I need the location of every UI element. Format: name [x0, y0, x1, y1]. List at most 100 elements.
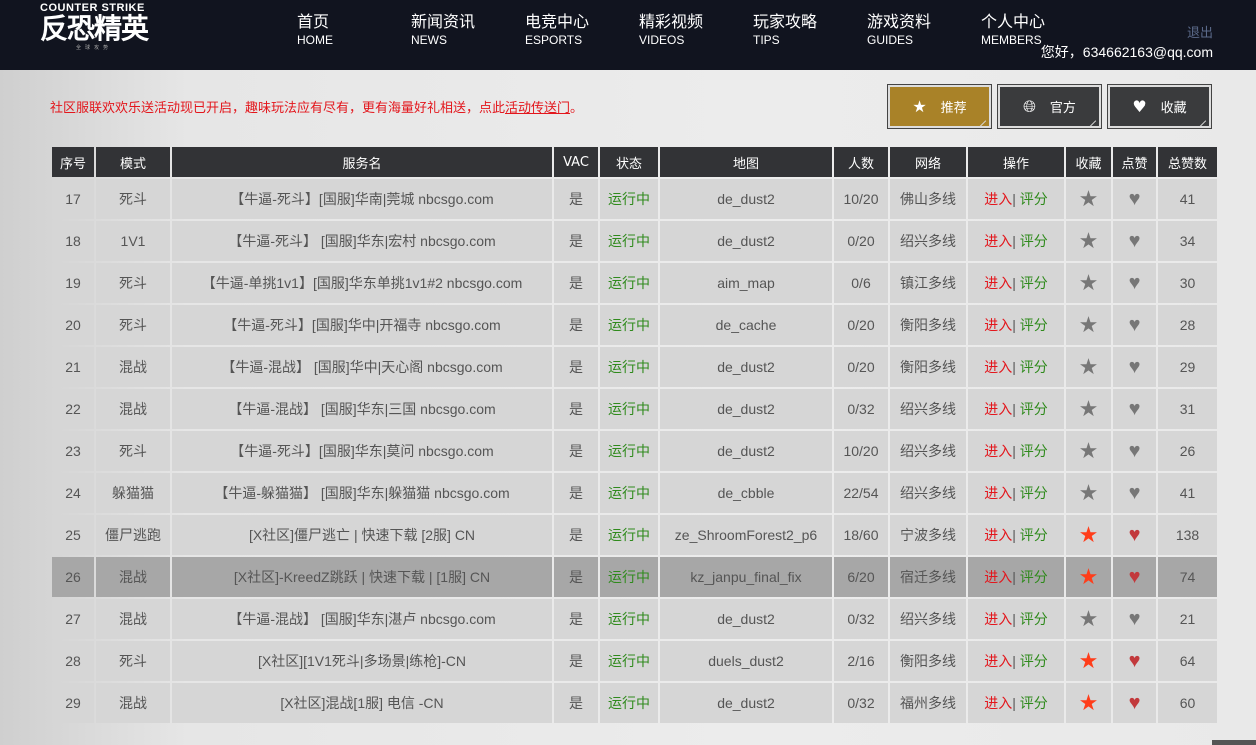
table-row[interactable]: 19 死斗 【牛逼-单挑1v1】[国服]华东单挑1v1#2 nbcsgo.com… [52, 263, 1217, 303]
nav-item-home[interactable]: 首页 HOME [297, 12, 333, 47]
enter-link[interactable]: 进入 [984, 569, 1013, 585]
star-icon[interactable]: ★ [1078, 648, 1099, 673]
star-icon[interactable]: ★ [1078, 396, 1099, 421]
total-likes: 31 [1158, 389, 1217, 429]
total-likes: 138 [1158, 515, 1217, 555]
top-bar: COUNTER STRIKE 反恐精英 全球攻势 首页 HOME 新闻资讯 NEWS 电… [0, 0, 1256, 70]
table-row[interactable]: 24 躲猫猫 【牛逼-躲猫猫】 [国服]华东|躲猫猫 nbcsgo.com 是 … [52, 473, 1217, 513]
enter-link[interactable]: 进入 [984, 401, 1013, 417]
heart-icon[interactable]: ♥ [1128, 439, 1141, 462]
table-row[interactable]: 27 混战 【牛逼-混战】 [国服]华东|湛卢 nbcsgo.com 是 运行中… [52, 599, 1217, 639]
nav-item-members[interactable]: 个人中心 MEMBERS [981, 12, 1046, 47]
favorite-cell: ★ [1066, 473, 1111, 513]
heart-icon[interactable]: ♥ [1128, 649, 1141, 672]
mode: 混战 [96, 389, 170, 429]
star-icon[interactable]: ★ [1078, 606, 1099, 631]
rate-link[interactable]: 评分 [1019, 485, 1048, 501]
scrollbar[interactable] [1212, 740, 1256, 745]
enter-link[interactable]: 进入 [984, 443, 1013, 459]
vac: 是 [554, 431, 598, 471]
network: 绍兴多线 [890, 389, 966, 429]
status: 运行中 [600, 179, 658, 219]
enter-link[interactable]: 进入 [984, 275, 1013, 291]
heart-icon[interactable]: ♥ [1128, 187, 1141, 210]
table-row[interactable]: 18 1V1 【牛逼-死斗】 [国服]华东|宏村 nbcsgo.com 是 运行… [52, 221, 1217, 261]
rate-link[interactable]: 评分 [1019, 191, 1048, 207]
star-icon[interactable]: ★ [1078, 522, 1099, 547]
enter-link[interactable]: 进入 [984, 317, 1013, 333]
heart-icon[interactable]: ♥ [1128, 271, 1141, 294]
status: 运行中 [600, 221, 658, 261]
table-row[interactable]: 20 死斗 【牛逼-死斗】[国服]华中|开福寺 nbcsgo.com 是 运行中… [52, 305, 1217, 345]
table-row[interactable]: 28 死斗 [X社区][1V1死斗|多场景|练枪]-CN 是 运行中 duels… [52, 641, 1217, 681]
heart-icon[interactable]: ♥ [1128, 313, 1141, 336]
enter-link[interactable]: 进入 [984, 359, 1013, 375]
nav-item-tips[interactable]: 玩家攻略 TIPS [753, 12, 818, 47]
rate-link[interactable]: 评分 [1019, 401, 1048, 417]
heart-icon[interactable]: ♥ [1128, 229, 1141, 252]
server-name: 【牛逼-死斗】[国服]华东|莫问 nbcsgo.com [172, 431, 552, 471]
nav-item-videos[interactable]: 精彩视频 VIDEOS [639, 12, 704, 47]
status: 运行中 [600, 347, 658, 387]
heart-icon[interactable]: ♥ [1128, 565, 1141, 588]
column-header: 服务名 [172, 147, 552, 177]
heart-icon[interactable]: ♥ [1128, 481, 1141, 504]
star-icon[interactable]: ★ [1078, 270, 1099, 295]
row-number: 20 [52, 305, 94, 345]
nav-item-esports[interactable]: 电竞中心 ESPORTS [525, 12, 590, 47]
like-cell: ♥ [1113, 515, 1156, 555]
star-icon[interactable]: ★ [1078, 312, 1099, 337]
logout-link[interactable]: 退出 [1186, 26, 1213, 41]
star-icon[interactable]: ★ [1078, 690, 1099, 715]
rate-link[interactable]: 评分 [1019, 527, 1048, 543]
heart-icon[interactable]: ♥ [1128, 607, 1141, 630]
enter-link[interactable]: 进入 [984, 233, 1013, 249]
star-icon[interactable]: ★ [1078, 354, 1099, 379]
star-icon[interactable]: ★ [1078, 564, 1099, 589]
recommend-button[interactable]: ★ 推荐 [887, 84, 992, 129]
table-row[interactable]: 22 混战 【牛逼-混战】 [国服]华东|三国 nbcsgo.com 是 运行中… [52, 389, 1217, 429]
rate-link[interactable]: 评分 [1019, 569, 1048, 585]
rate-link[interactable]: 评分 [1019, 233, 1048, 249]
favorites-button[interactable]: ♥ 收藏 [1107, 84, 1212, 129]
rate-link[interactable]: 评分 [1019, 317, 1048, 333]
rate-link[interactable]: 评分 [1019, 653, 1048, 669]
star-icon[interactable]: ★ [1078, 438, 1099, 463]
rate-link[interactable]: 评分 [1019, 611, 1048, 627]
star-icon[interactable]: ★ [1078, 186, 1099, 211]
logo[interactable]: COUNTER STRIKE 反恐精英 全球攻势 [40, 2, 149, 51]
table-row[interactable]: 26 混战 [X社区]-KreedZ跳跃 | 快速下载 | [1服] CN 是 … [52, 557, 1217, 597]
heart-icon[interactable]: ♥ [1128, 355, 1141, 378]
column-header: 序号 [52, 147, 94, 177]
heart-icon[interactable]: ♥ [1128, 523, 1141, 546]
official-button[interactable]: 🌐︎ 官方 [997, 84, 1102, 129]
nav-item-news[interactable]: 新闻资讯 NEWS [411, 12, 476, 47]
map: de_dust2 [660, 221, 832, 261]
table-row[interactable]: 25 僵尸逃跑 [X社区]僵尸逃亡 | 快速下载 [2服] CN 是 运行中 z… [52, 515, 1217, 555]
favorite-cell: ★ [1066, 305, 1111, 345]
server-name: 【牛逼-混战】 [国服]华中|天心阁 nbcsgo.com [172, 347, 552, 387]
table-row[interactable]: 21 混战 【牛逼-混战】 [国服]华中|天心阁 nbcsgo.com 是 运行… [52, 347, 1217, 387]
network: 衡阳多线 [890, 305, 966, 345]
heart-icon: ♥ [1132, 97, 1147, 116]
heart-icon[interactable]: ♥ [1128, 397, 1141, 420]
star-icon[interactable]: ★ [1078, 228, 1099, 253]
star-icon[interactable]: ★ [1078, 480, 1099, 505]
players: 0/20 [834, 305, 888, 345]
enter-link[interactable]: 进入 [984, 653, 1013, 669]
rate-link[interactable]: 评分 [1019, 695, 1048, 711]
nav-item-guides[interactable]: 游戏资料 GUIDES [867, 12, 932, 47]
rate-link[interactable]: 评分 [1019, 359, 1048, 375]
event-link[interactable]: 活动传送门 [505, 101, 571, 116]
table-row[interactable]: 23 死斗 【牛逼-死斗】[国服]华东|莫问 nbcsgo.com 是 运行中 … [52, 431, 1217, 471]
enter-link[interactable]: 进入 [984, 191, 1013, 207]
enter-link[interactable]: 进入 [984, 527, 1013, 543]
table-row[interactable]: 29 混战 [X社区]混战[1服] 电信 -CN 是 运行中 de_dust2 … [52, 683, 1217, 723]
enter-link[interactable]: 进入 [984, 485, 1013, 501]
enter-link[interactable]: 进入 [984, 611, 1013, 627]
heart-icon[interactable]: ♥ [1128, 691, 1141, 714]
table-row[interactable]: 17 死斗 【牛逼-死斗】[国服]华南|莞城 nbcsgo.com 是 运行中 … [52, 179, 1217, 219]
enter-link[interactable]: 进入 [984, 695, 1013, 711]
rate-link[interactable]: 评分 [1019, 443, 1048, 459]
rate-link[interactable]: 评分 [1019, 275, 1048, 291]
